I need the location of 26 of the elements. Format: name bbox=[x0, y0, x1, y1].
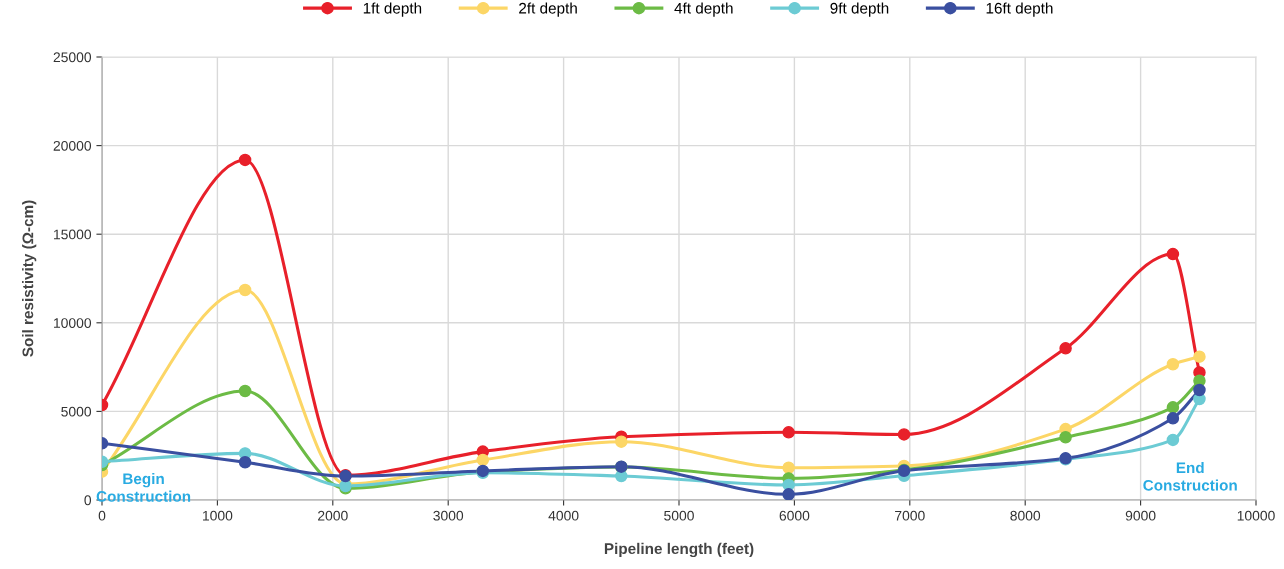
x-tick-label: 2000 bbox=[318, 510, 348, 521]
x-tick-label: 8000 bbox=[1010, 510, 1041, 521]
x-tick-label: 10000 bbox=[1237, 510, 1275, 521]
x-tick-label: 5000 bbox=[664, 510, 694, 521]
legend-label: 1ft depth bbox=[363, 2, 422, 17]
y-tick-label: 10000 bbox=[54, 318, 92, 328]
x-tick-label: 0 bbox=[98, 510, 106, 521]
y-tick-label: 15000 bbox=[54, 229, 92, 240]
y-tick-label: 5000 bbox=[61, 406, 92, 417]
y-tick-label: 25000 bbox=[53, 52, 92, 63]
y-tick-label: 20000 bbox=[53, 140, 92, 151]
x-axis-title: Pipeline length (feet) bbox=[604, 542, 754, 558]
annotation: Begin Construction bbox=[96, 472, 191, 502]
x-tick-label: 1000 bbox=[203, 510, 233, 521]
x-tick-label: 4000 bbox=[548, 510, 579, 521]
annotation: End Construction bbox=[1143, 461, 1237, 491]
x-tick-label: 7000 bbox=[895, 510, 925, 521]
y-axis-title: Soil resistivity (Ω-cm) bbox=[22, 200, 37, 357]
legend-label: 4ft depth bbox=[674, 2, 733, 17]
legend-label: 2ft depth bbox=[519, 2, 577, 17]
x-tick-label: 3000 bbox=[433, 510, 464, 521]
legend-label: 9ft depth bbox=[830, 2, 889, 17]
x-tick-label: 9000 bbox=[1125, 510, 1156, 521]
x-tick-label: 6000 bbox=[779, 510, 810, 521]
legend-label: 16ft depth bbox=[986, 2, 1053, 17]
y-tick-label: 0 bbox=[84, 495, 92, 506]
